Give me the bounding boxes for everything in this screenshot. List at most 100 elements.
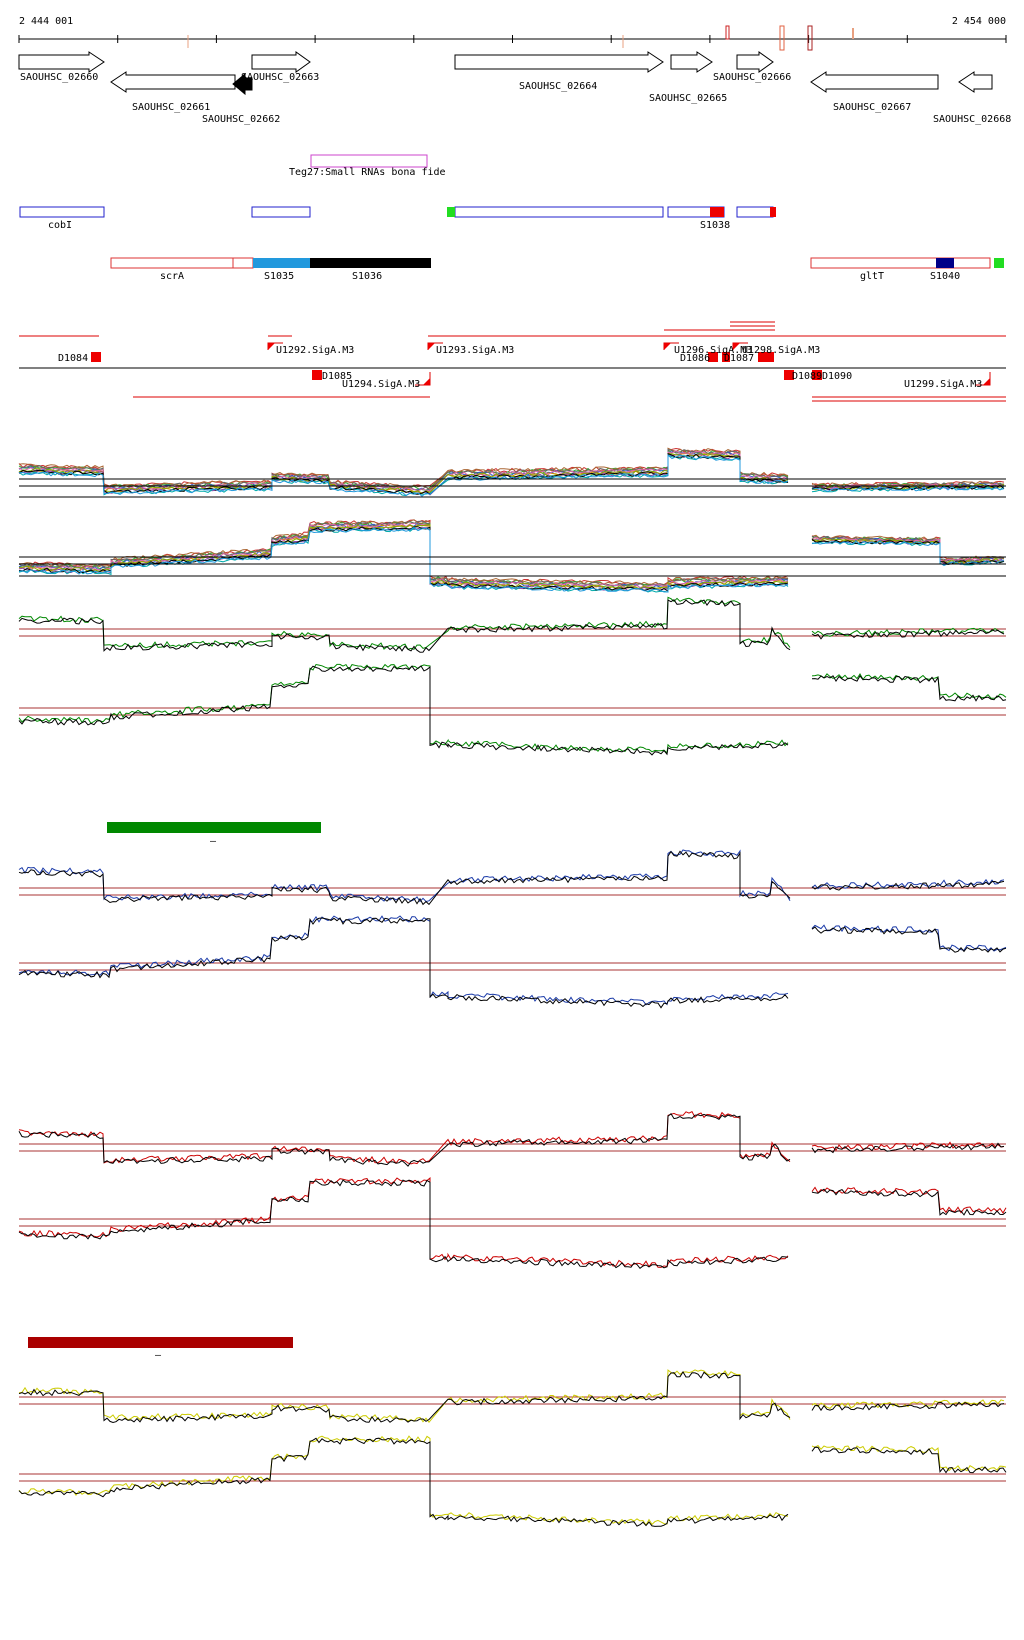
profile-line [18, 1369, 791, 1424]
gene-arrow[interactable] [958, 71, 993, 93]
gene-arrow[interactable] [736, 51, 774, 73]
gene-arrow[interactable] [18, 51, 105, 73]
profile-line [18, 915, 789, 1006]
profile-line [18, 1437, 789, 1527]
small-rna-box[interactable] [310, 154, 428, 168]
feature-labels-red: scrA S1035 S1036 gltT S1040 [160, 271, 960, 282]
sample-line [18, 520, 789, 587]
profile-line [811, 924, 1007, 952]
profile-line [811, 1444, 1007, 1472]
profile-line [811, 627, 1005, 637]
lane-d-bar [28, 1337, 293, 1348]
green-mark [447, 207, 455, 217]
gene-label: SAOUHSC_02667 [833, 102, 911, 113]
feature-track-blue [19, 206, 776, 218]
sample-line [811, 536, 1005, 563]
feature-box[interactable] [110, 257, 234, 269]
feature-box[interactable] [810, 257, 991, 269]
profile-line [18, 1111, 791, 1165]
profile-line [811, 878, 1005, 890]
promoter-mark [983, 378, 990, 385]
lane-a-bar-label: – [210, 836, 217, 847]
feature-label: cobI [48, 220, 72, 231]
profile-line [18, 596, 791, 650]
feature-box[interactable] [454, 206, 664, 218]
multi-sample-track [18, 447, 1005, 593]
feature-label: S1035 [264, 271, 294, 282]
lane-b-track [18, 849, 1007, 1009]
red-mark [710, 207, 724, 217]
profile-line [18, 849, 791, 903]
promoter-track [19, 321, 1006, 402]
sample-line [18, 522, 789, 589]
ruler-ticks [18, 35, 1007, 43]
lane-d-track [18, 1369, 1007, 1527]
lane-a-bar [107, 822, 321, 833]
promoter-mark [708, 352, 718, 362]
promoter-mark [423, 378, 430, 385]
profile-line [811, 1446, 1007, 1474]
promoter-label: U1296.SigA.M3 [674, 345, 752, 356]
feature-box[interactable] [19, 206, 105, 218]
profile-line [811, 673, 1007, 699]
feature-box[interactable] [253, 258, 310, 268]
profile-line [811, 1141, 1005, 1152]
sample-line [18, 454, 789, 497]
feature-label: S1036 [352, 271, 382, 282]
feature-box[interactable] [251, 206, 311, 218]
red-mark [770, 207, 776, 217]
profile-line [811, 675, 1007, 702]
promoter-mark [812, 370, 822, 380]
gene-label: SAOUHSC_02663 [241, 72, 319, 83]
promoter-label: U1293.SigA.M3 [436, 345, 514, 356]
gene-arrow[interactable] [251, 51, 311, 73]
feature-box[interactable] [232, 257, 254, 269]
gene-arrow[interactable] [232, 72, 253, 96]
start-coordinate: 2 444 001 [19, 16, 73, 27]
promoter-label: U1294.SigA.M3 [342, 379, 420, 390]
promoter-label: U1299.SigA.M3 [904, 379, 982, 390]
multi-sample-reference-lines [19, 478, 1006, 577]
promoter-mark [784, 370, 794, 380]
promoter-mark [733, 343, 740, 350]
lane-a-track [18, 596, 1007, 756]
gene-label: SAOUHSC_02662 [202, 114, 280, 125]
profile-line [811, 926, 1007, 953]
profile-line [811, 1186, 1007, 1214]
feature-box[interactable] [736, 206, 774, 218]
feature-box[interactable] [936, 258, 954, 268]
profile-line [811, 1188, 1007, 1216]
profile-line [18, 1112, 791, 1167]
profile-line [18, 850, 791, 906]
coordinate-ruler: 2 444 001 2 454 000 [18, 16, 1007, 51]
sample-line [18, 519, 789, 586]
gene-arrow[interactable] [110, 71, 236, 93]
profile-line [18, 599, 791, 653]
small-rna-label: Teg27:Small RNAs bona fide [289, 167, 446, 178]
profile-line [18, 917, 789, 1009]
gene-arrow[interactable] [670, 51, 713, 73]
feature-box[interactable] [310, 258, 431, 268]
promoter-label: D1085 [322, 371, 352, 382]
gene-track [18, 51, 993, 96]
sample-line [811, 540, 1005, 567]
sample-line [811, 485, 1005, 492]
green-mark [994, 258, 1004, 268]
profile-line [811, 1399, 1005, 1409]
profile-line [18, 665, 789, 756]
promoter-mark [722, 352, 730, 362]
promoter-marks [91, 343, 990, 385]
gene-label: SAOUHSC_02664 [519, 81, 597, 92]
lane-d-bar-label: – [155, 1350, 162, 1361]
gene-label: SAOUHSC_02665 [649, 93, 727, 104]
profile-line [811, 1142, 1005, 1154]
gene-label: SAOUHSC_02668 [933, 114, 1011, 125]
gene-label: SAOUHSC_02660 [20, 72, 98, 83]
gene-arrow[interactable] [810, 71, 939, 93]
promoter-label: D1087 [724, 353, 754, 364]
feature-label: S1038 [700, 220, 730, 231]
promoter-mark [312, 370, 322, 380]
gene-arrow[interactable] [454, 51, 664, 73]
promoter-mark [91, 352, 101, 362]
